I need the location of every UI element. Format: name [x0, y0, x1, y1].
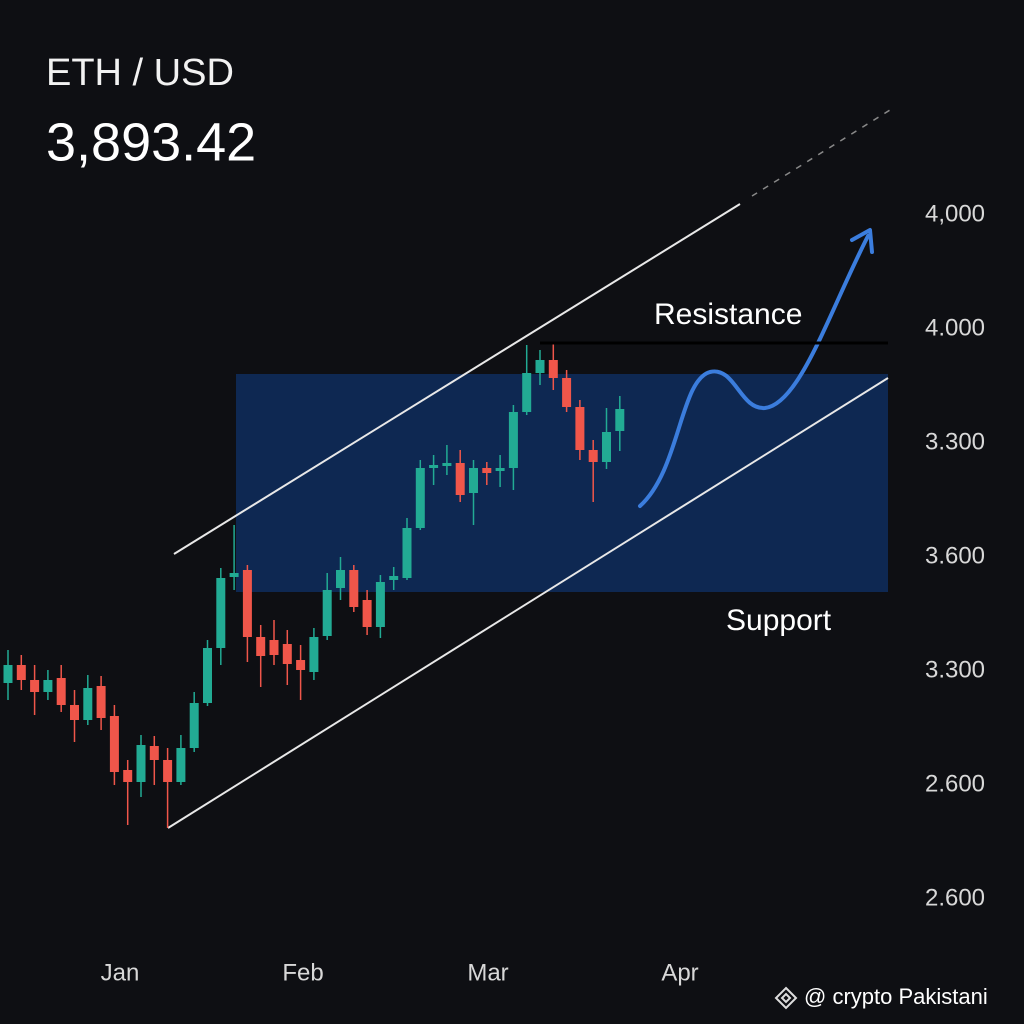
candle-body [256, 637, 266, 656]
candle-body [469, 468, 478, 493]
candle-body [442, 463, 452, 466]
candle-body [43, 680, 53, 692]
candle-body [588, 450, 598, 462]
candle-body [336, 570, 345, 588]
candle-body [429, 465, 439, 468]
y-axis-label: 3.600 [925, 542, 985, 569]
candle-body [309, 637, 319, 672]
channel-upper [173, 203, 741, 555]
candle-body [402, 528, 412, 578]
candle-body [216, 578, 226, 648]
support-zone [236, 374, 888, 592]
candle-body [269, 640, 279, 655]
watermark: @ crypto Pakistani [804, 984, 988, 1009]
x-axis-label: Apr [661, 959, 698, 986]
candle-body [96, 686, 106, 718]
candle-body [575, 407, 585, 450]
candle-body [136, 745, 146, 782]
candle-body [482, 468, 492, 473]
candle-body [123, 770, 133, 782]
arrow-head [850, 228, 874, 254]
candles [3, 343, 625, 828]
y-axis-label: 4,000 [925, 200, 985, 227]
candle-body [495, 468, 505, 471]
x-axis-label: Feb [282, 959, 323, 986]
x-axis-label: Jan [101, 959, 140, 986]
candle-body [362, 600, 372, 627]
candle-body [70, 705, 79, 720]
candle-body [163, 760, 173, 782]
chart-title: ETH / USD [46, 52, 234, 94]
candle-body [229, 573, 239, 577]
y-axis-label: 3.300 [925, 428, 985, 455]
candle-body [282, 644, 292, 664]
candle-body [349, 570, 359, 607]
y-axis-label: 4.000 [925, 314, 985, 341]
candle-body [296, 660, 306, 670]
y-axis-label: 3.300 [925, 656, 985, 683]
price: 3,893.42 [46, 112, 256, 172]
resistance-label: Resistance [654, 298, 802, 331]
candle-body [16, 665, 26, 680]
candle-body [176, 748, 186, 782]
candle-body [415, 468, 425, 528]
candle-body [375, 582, 385, 627]
candle-body [615, 409, 625, 431]
projection-arrow [638, 234, 870, 508]
support-label: Support [726, 604, 832, 637]
x-axis-label: Mar [467, 959, 508, 986]
candle-body [508, 412, 518, 468]
candle-body [602, 432, 611, 462]
candle-body [3, 665, 13, 683]
channel-lower [167, 377, 889, 829]
candle-body [548, 360, 558, 378]
y-axis-label: 2.600 [925, 770, 985, 797]
candle-body [203, 648, 212, 703]
candle-body [522, 373, 532, 412]
candle-body [562, 378, 572, 407]
candle-body [322, 590, 332, 636]
candle-body [109, 716, 119, 772]
candle-body [389, 576, 399, 580]
candle-body [30, 680, 40, 692]
watermark-icon [774, 986, 798, 1010]
support-zone-group [236, 374, 888, 592]
channel-extension [751, 109, 891, 197]
candle-body [149, 746, 159, 760]
candle-body [455, 463, 465, 495]
candle-body [242, 570, 252, 637]
candle-body [83, 688, 93, 720]
candle-body [189, 703, 199, 748]
y-axis-label: 2.600 [925, 884, 985, 911]
candle-body [535, 360, 545, 373]
candle-body [56, 678, 66, 705]
